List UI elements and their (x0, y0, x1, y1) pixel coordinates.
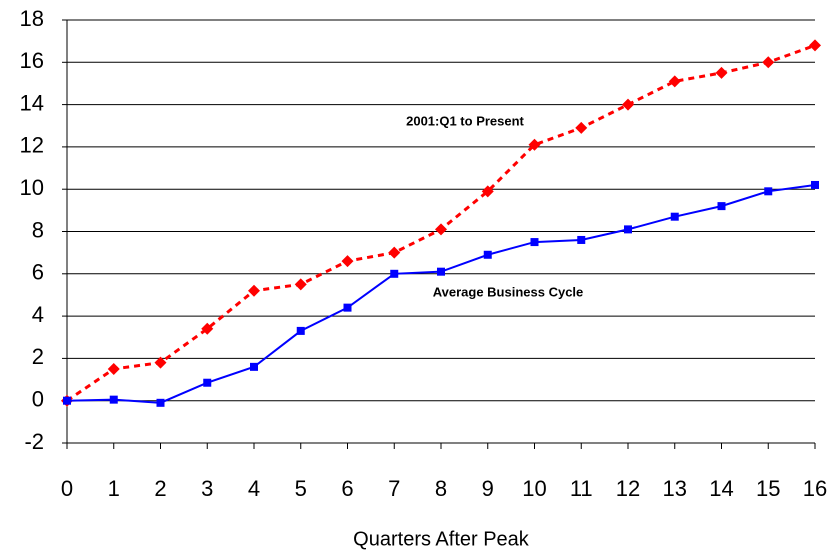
x-tick-label: 13 (663, 476, 687, 501)
marker (109, 395, 118, 404)
marker (390, 269, 399, 278)
x-tick-label: 4 (248, 476, 260, 501)
series-line (66, 43, 816, 402)
x-tick-label: 6 (341, 476, 353, 501)
x-tick-label: 5 (295, 476, 307, 501)
marker (296, 326, 305, 335)
marker (624, 225, 632, 234)
marker (717, 202, 726, 211)
marker (435, 223, 447, 236)
marker (809, 39, 821, 52)
x-tick-label: 7 (388, 476, 400, 501)
marker (668, 75, 681, 88)
y-tick-label: 8 (32, 217, 44, 242)
series-annotation: Average Business Cycle (433, 284, 584, 299)
y-tick-label: 0 (32, 387, 44, 412)
marker (715, 66, 728, 79)
x-tick-label: 10 (522, 476, 546, 501)
y-tick-label: 16 (20, 48, 44, 73)
x-tick-label: 16 (803, 476, 827, 501)
y-tick-label: 12 (20, 133, 44, 158)
x-tick-label: 0 (61, 476, 73, 501)
marker (483, 250, 492, 259)
marker (388, 246, 401, 259)
marker (577, 235, 586, 244)
x-tick-label: 3 (201, 476, 213, 501)
marker (764, 187, 773, 196)
marker (341, 255, 354, 268)
x-tick-label: 12 (616, 476, 640, 501)
y-tick-label: -2 (24, 429, 44, 454)
marker (154, 356, 167, 369)
marker (201, 322, 214, 335)
marker (107, 362, 120, 375)
y-tick-label: 18 (20, 6, 44, 31)
marker (63, 396, 71, 405)
marker (481, 185, 494, 198)
marker (156, 398, 165, 407)
y-tick-label: 2 (32, 344, 44, 369)
y-tick-label: 4 (32, 302, 44, 327)
marker (762, 56, 775, 69)
x-tick-label: 9 (482, 476, 494, 501)
x-tick-label: 11 (570, 476, 593, 501)
marker (528, 138, 541, 151)
x-tick-label: 15 (756, 476, 780, 501)
x-tick-label: 2 (154, 476, 166, 501)
marker (250, 362, 258, 371)
marker (203, 378, 212, 387)
marker (530, 238, 539, 247)
marker (670, 212, 679, 221)
marker (343, 303, 352, 312)
marker (575, 121, 588, 134)
x-tick-label: 8 (435, 476, 447, 501)
y-tick-label: 14 (20, 90, 44, 115)
marker (248, 284, 260, 297)
x-tick-label: 14 (709, 476, 733, 501)
x-tick-label: 1 (108, 476, 120, 501)
y-tick-label: 6 (32, 260, 44, 285)
marker (294, 278, 307, 291)
x-axis-label: Quarters After Peak (353, 528, 530, 550)
y-tick-label: 10 (20, 175, 44, 200)
series-annotation: 2001:Q1 to Present (406, 113, 524, 128)
marker (811, 180, 819, 189)
marker (437, 267, 445, 276)
marker (622, 98, 634, 111)
